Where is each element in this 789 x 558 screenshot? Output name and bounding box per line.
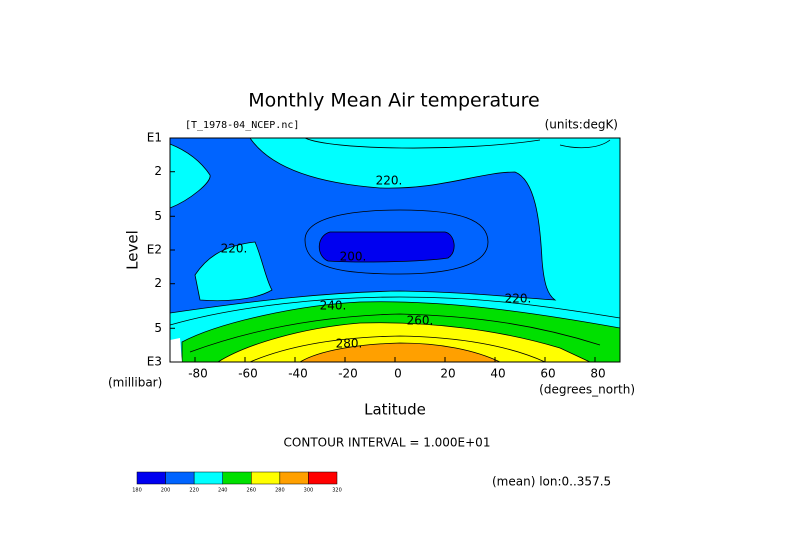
region-260-280 (216, 322, 591, 363)
contour-line (304, 137, 611, 149)
note: (mean) lon:0..357.5 (492, 475, 611, 489)
region-180-200 (318, 231, 455, 263)
y-unit: (millibar) (108, 376, 162, 390)
contour-line (169, 296, 621, 326)
x-tick-label: 80 (590, 367, 605, 381)
y-tick-label: 5 (154, 209, 162, 223)
contour-label: 220. (505, 292, 532, 306)
y-axis-label: Level (124, 230, 142, 270)
contour-line (189, 313, 601, 353)
colorbar-label: 180 (132, 488, 142, 494)
x-unit: (degrees_north) (539, 383, 635, 397)
colorbar-label: 320 (332, 488, 342, 494)
colorbar-box (279, 471, 309, 485)
x-tick-label: -60 (238, 367, 258, 381)
contour-label: 240. (320, 299, 347, 313)
x-tick-label: 40 (490, 367, 505, 381)
colorbar-label: 200 (161, 488, 171, 494)
colorbar-box (136, 471, 166, 485)
region-200-220 (169, 137, 557, 314)
colorbar-label: 220 (189, 488, 199, 494)
x-tick-label: -80 (188, 367, 208, 381)
x-tick-label: -40 (288, 367, 308, 381)
y-tick-label: E3 (147, 355, 162, 369)
contour-line (304, 209, 489, 275)
colorbar-box (222, 471, 252, 485)
colorbar-box (308, 471, 338, 485)
colorbar-box (193, 471, 223, 485)
contour-label: 200. (340, 250, 367, 264)
contour-label: 220. (376, 174, 403, 188)
y-tick-label: 2 (154, 276, 162, 290)
contour-label: 220. (221, 242, 248, 256)
colorbar-box (165, 471, 195, 485)
x-tick-label: 20 (440, 367, 455, 381)
chart-title: Monthly Mean Air temperature (248, 90, 539, 112)
colorbar-label: 300 (304, 488, 314, 494)
colorbar-box (251, 471, 281, 485)
y-tick-label: 2 (154, 164, 162, 178)
colorbar-label: 260 (247, 488, 257, 494)
x-tick-label: -20 (338, 367, 358, 381)
y-tick-label: E1 (147, 131, 162, 145)
subtitle-left: [T_1978-04_NCEP.nc] (185, 120, 299, 131)
x-tick-label: 0 (394, 367, 402, 381)
contour-label: 260. (407, 314, 434, 328)
missing-data (170, 338, 182, 362)
footer: CONTOUR INTERVAL = 1.000E+01 (284, 436, 491, 450)
colorbar-label: 280 (275, 488, 285, 494)
region-280-300 (298, 342, 501, 363)
contour-field (169, 137, 621, 363)
subtitle-right: (units:degK) (545, 118, 618, 132)
y-tick-label: E2 (147, 243, 162, 257)
contour-line (249, 335, 546, 363)
region-220-240 (194, 241, 273, 302)
y-tick-label: 5 (154, 321, 162, 335)
colorbar-label: 240 (218, 488, 228, 494)
x-axis-label: Latitude (364, 401, 426, 419)
contour-label: 280. (336, 337, 363, 351)
x-tick-label: 60 (540, 367, 555, 381)
